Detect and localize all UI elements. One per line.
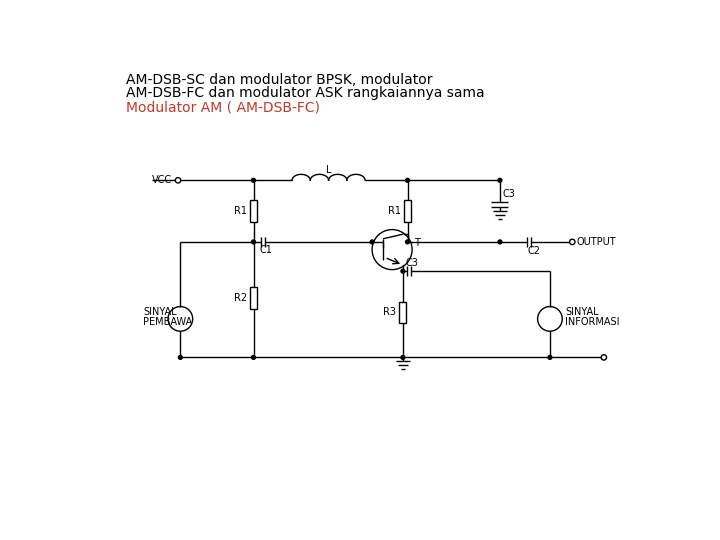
Text: C3: C3	[503, 189, 516, 199]
Circle shape	[251, 240, 256, 244]
Circle shape	[405, 178, 410, 182]
Circle shape	[401, 355, 405, 359]
Circle shape	[498, 178, 502, 182]
Circle shape	[370, 240, 374, 244]
Text: C2: C2	[528, 246, 541, 256]
Circle shape	[176, 178, 181, 183]
FancyBboxPatch shape	[400, 301, 406, 323]
Circle shape	[401, 269, 405, 273]
Text: Modulator AM ( AM-DSB-FC): Modulator AM ( AM-DSB-FC)	[127, 101, 320, 115]
Text: SINYAL: SINYAL	[565, 307, 599, 317]
Text: L: L	[326, 165, 331, 174]
Text: VCC: VCC	[152, 176, 172, 185]
Circle shape	[251, 355, 256, 359]
Text: R3: R3	[383, 307, 396, 318]
Circle shape	[179, 355, 182, 359]
Circle shape	[498, 240, 502, 244]
Circle shape	[405, 240, 410, 244]
FancyBboxPatch shape	[250, 200, 257, 222]
Text: INFORMASI: INFORMASI	[565, 317, 620, 327]
Text: AM-DSB-FC dan modulator ASK rangkaiannya sama: AM-DSB-FC dan modulator ASK rangkaiannya…	[127, 85, 485, 99]
Text: PEMBAWA: PEMBAWA	[143, 317, 193, 327]
FancyBboxPatch shape	[250, 287, 257, 308]
Text: C3: C3	[406, 258, 419, 268]
Circle shape	[372, 230, 412, 269]
Circle shape	[548, 355, 552, 359]
Circle shape	[601, 355, 606, 360]
Text: OUTPUT: OUTPUT	[576, 237, 616, 247]
Text: T: T	[415, 239, 420, 248]
Circle shape	[251, 178, 256, 182]
Text: R1: R1	[234, 206, 247, 216]
Text: R2: R2	[234, 293, 247, 303]
Text: R1: R1	[388, 206, 401, 216]
Circle shape	[168, 307, 193, 331]
Circle shape	[570, 239, 575, 245]
Circle shape	[538, 307, 562, 331]
FancyBboxPatch shape	[404, 200, 411, 222]
Text: C1: C1	[260, 245, 273, 255]
Text: AM-DSB-SC dan modulator BPSK, modulator: AM-DSB-SC dan modulator BPSK, modulator	[127, 73, 433, 87]
Text: SINYAL: SINYAL	[143, 307, 177, 317]
